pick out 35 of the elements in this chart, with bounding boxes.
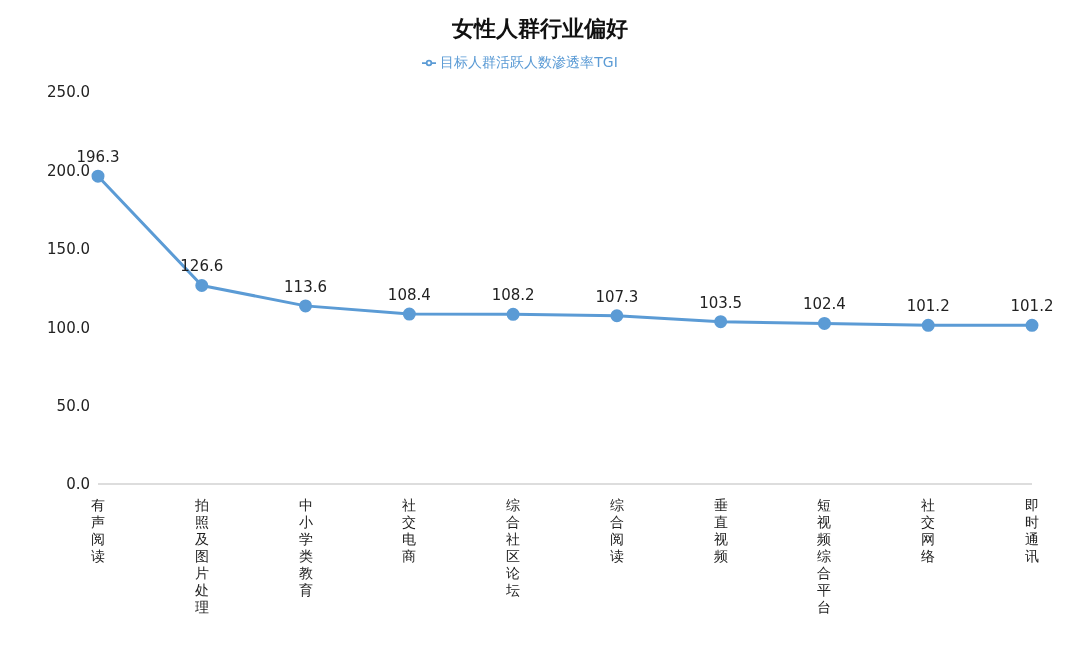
point xyxy=(817,316,831,330)
y-tick-label: 250.0 xyxy=(47,83,90,102)
x-tick-label: 即时通讯 xyxy=(1025,497,1039,564)
data-label: 101.2 xyxy=(1010,297,1054,316)
data-label: 113.6 xyxy=(284,277,328,296)
point xyxy=(1025,318,1039,332)
y-tick-label: 0.0 xyxy=(66,475,90,494)
y-tick-label: 100.0 xyxy=(47,318,90,337)
point xyxy=(402,307,416,321)
data-label: 108.4 xyxy=(387,286,431,305)
point xyxy=(91,169,105,183)
data-label: 108.2 xyxy=(491,286,535,305)
legend-label: 目标人群活跃人数渗透率TGI xyxy=(440,54,618,70)
x-tick-label: 垂直视频 xyxy=(713,497,728,564)
chart-title: 女性人群行业偏好 xyxy=(451,15,629,43)
point xyxy=(921,318,935,332)
x-tick-label: 短视频综合平台 xyxy=(817,497,832,615)
y-tick-label: 50.0 xyxy=(56,396,90,415)
data-label: 103.5 xyxy=(699,293,743,312)
x-tick-label: 社交网络 xyxy=(921,497,936,564)
point xyxy=(195,278,209,292)
point xyxy=(714,315,728,329)
data-label: 101.2 xyxy=(906,297,950,316)
x-tick-label: 有声阅读 xyxy=(91,497,105,564)
x-tick-label: 综合阅读 xyxy=(609,497,624,564)
point xyxy=(610,309,624,323)
point xyxy=(506,307,520,321)
point xyxy=(299,299,313,313)
x-tick-label: 综合社区论坛 xyxy=(505,497,521,598)
data-label: 107.3 xyxy=(595,287,639,306)
x-tick-label: 社交电商 xyxy=(402,497,417,564)
y-tick-label: 150.0 xyxy=(47,240,90,259)
x-tick-label: 中小学类教育 xyxy=(298,497,313,598)
data-label: 102.4 xyxy=(802,295,846,314)
x-tick-label: 拍照及图片处理 xyxy=(193,497,209,615)
